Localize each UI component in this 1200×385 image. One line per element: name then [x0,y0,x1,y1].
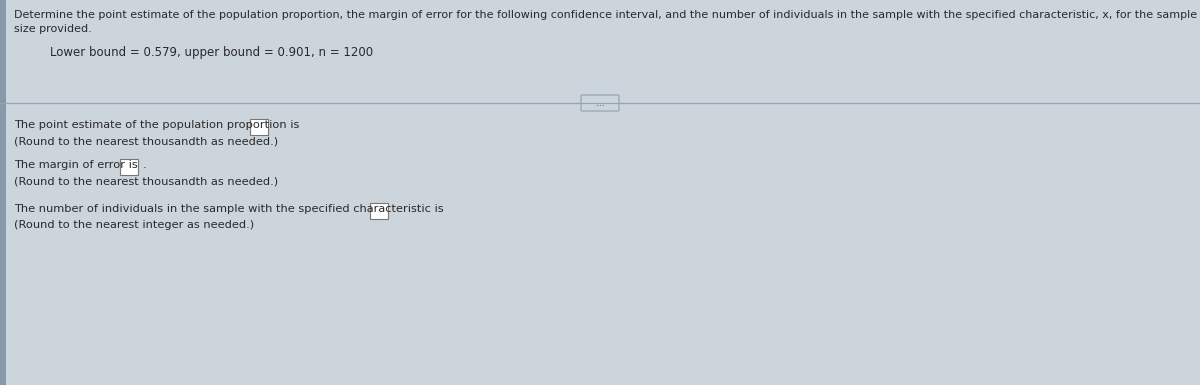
Text: (Round to the nearest thousandth as needed.): (Round to the nearest thousandth as need… [14,136,278,146]
Text: The number of individuals in the sample with the specified characteristic is: The number of individuals in the sample … [14,204,448,214]
Text: The margin of error is: The margin of error is [14,160,142,170]
Bar [120,159,138,175]
Text: Determine the point estimate of the population proportion, the margin of error f: Determine the point estimate of the popu… [14,10,1198,20]
Text: The point estimate of the population proportion is: The point estimate of the population pro… [14,120,302,130]
Bar [250,119,268,135]
Text: Lower bound = 0.579, upper bound = 0.901, n = 1200: Lower bound = 0.579, upper bound = 0.901… [50,46,373,59]
Bar [370,203,388,219]
Text: ...: ... [595,99,605,107]
FancyBboxPatch shape [581,95,619,111]
Text: (Round to the nearest integer as needed.): (Round to the nearest integer as needed.… [14,220,254,230]
Text: size provided.: size provided. [14,24,91,34]
Bar [0,0,6,385]
Text: .: . [143,160,146,170]
Text: (Round to the nearest thousandth as needed.): (Round to the nearest thousandth as need… [14,176,278,186]
